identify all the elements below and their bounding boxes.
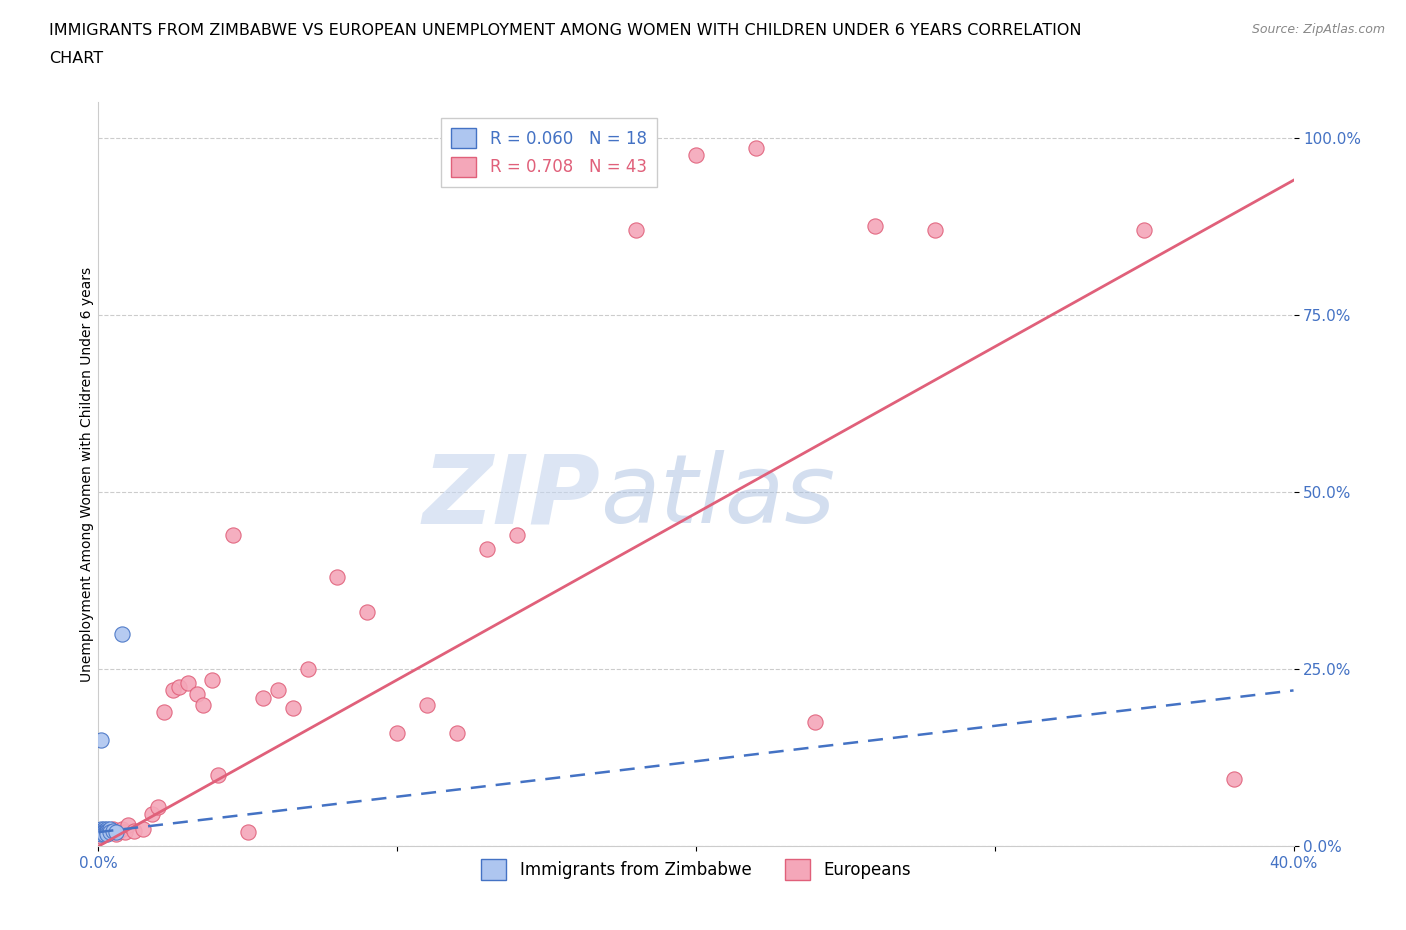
- Point: [326, 569, 349, 584]
- Legend: Immigrants from Zimbabwe, Europeans: Immigrants from Zimbabwe, Europeans: [475, 853, 917, 886]
- Point: [148, 800, 170, 815]
- Point: [162, 683, 184, 698]
- Point: [108, 823, 131, 838]
- Point: [1133, 222, 1156, 237]
- Point: [267, 683, 290, 698]
- Point: [114, 825, 136, 840]
- Point: [93, 826, 115, 841]
- Point: [626, 222, 648, 237]
- Point: [124, 823, 146, 838]
- Point: [111, 821, 134, 836]
- Point: [105, 825, 128, 840]
- Point: [685, 148, 707, 163]
- Point: [356, 605, 378, 620]
- Point: [117, 817, 139, 832]
- Point: [297, 662, 319, 677]
- Point: [90, 826, 112, 841]
- Point: [105, 826, 128, 841]
- Point: [446, 725, 468, 740]
- Point: [96, 823, 118, 838]
- Point: [93, 823, 115, 838]
- Text: CHART: CHART: [49, 51, 103, 66]
- Point: [103, 821, 125, 836]
- Point: [201, 672, 224, 687]
- Point: [186, 686, 208, 701]
- Point: [90, 825, 112, 840]
- Point: [93, 825, 115, 840]
- Point: [96, 826, 118, 841]
- Point: [475, 541, 498, 556]
- Point: [416, 698, 439, 712]
- Point: [111, 626, 134, 641]
- Point: [177, 676, 200, 691]
- Point: [96, 825, 118, 840]
- Point: [98, 821, 122, 836]
- Point: [281, 700, 304, 715]
- Point: [167, 680, 190, 695]
- Point: [207, 768, 229, 783]
- Point: [98, 825, 122, 840]
- Point: [924, 222, 946, 237]
- Point: [90, 829, 112, 844]
- Point: [236, 825, 259, 840]
- Point: [565, 144, 588, 159]
- Point: [191, 698, 214, 712]
- Point: [865, 219, 887, 233]
- Text: IMMIGRANTS FROM ZIMBABWE VS EUROPEAN UNEMPLOYMENT AMONG WOMEN WITH CHILDREN UNDE: IMMIGRANTS FROM ZIMBABWE VS EUROPEAN UNE…: [49, 23, 1081, 38]
- Point: [90, 821, 112, 836]
- Point: [1223, 772, 1246, 787]
- Point: [745, 141, 768, 156]
- Point: [103, 823, 125, 838]
- Point: [506, 527, 529, 542]
- Point: [385, 725, 409, 740]
- Y-axis label: Unemployment Among Women with Children Under 6 years: Unemployment Among Women with Children U…: [80, 267, 94, 682]
- Point: [222, 527, 245, 542]
- Point: [90, 823, 112, 838]
- Point: [93, 826, 115, 841]
- Point: [98, 825, 122, 840]
- Point: [93, 821, 115, 836]
- Text: atlas: atlas: [600, 450, 835, 543]
- Point: [132, 821, 155, 836]
- Point: [804, 715, 827, 730]
- Point: [252, 690, 274, 705]
- Point: [141, 807, 163, 822]
- Point: [153, 704, 176, 719]
- Text: ZIP: ZIP: [422, 450, 600, 543]
- Point: [96, 821, 118, 836]
- Point: [90, 733, 112, 748]
- Text: Source: ZipAtlas.com: Source: ZipAtlas.com: [1251, 23, 1385, 36]
